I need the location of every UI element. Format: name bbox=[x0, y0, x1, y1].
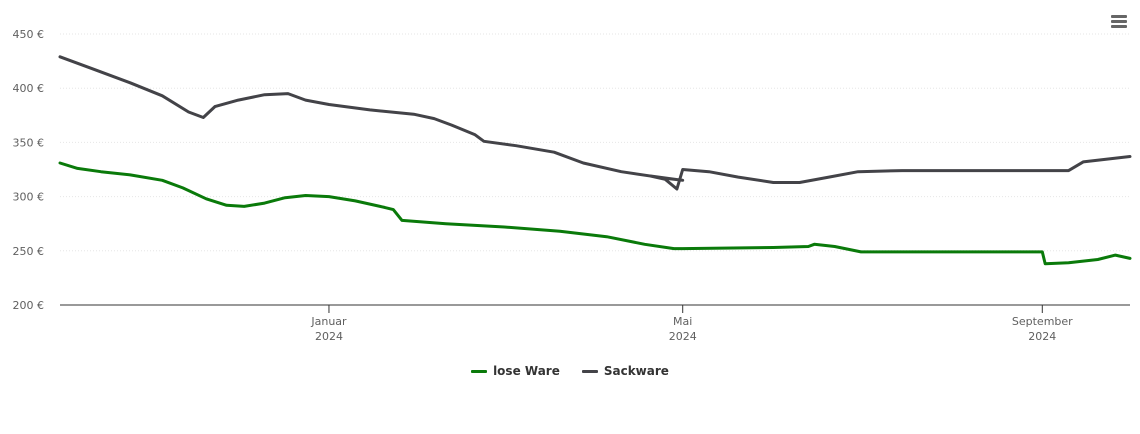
y-tick-label: 350 € bbox=[13, 136, 45, 149]
x-tick-label-year: 2024 bbox=[315, 330, 343, 343]
y-tick-label: 450 € bbox=[13, 28, 45, 41]
legend-swatch-sackware bbox=[581, 369, 598, 373]
x-tick-label-month: Mai bbox=[673, 315, 692, 328]
series-line-sackware[interactable] bbox=[58, 55, 1132, 191]
legend-item-sackware[interactable]: Sackware bbox=[581, 364, 669, 378]
legend-label-sackware: Sackware bbox=[603, 364, 669, 378]
grid-lines bbox=[60, 33, 1130, 252]
y-axis-tick-labels: 200 € 250 € 300 € 350 € 400 € 450 € bbox=[13, 28, 45, 312]
legend: lose Ware Sackware bbox=[0, 364, 1140, 378]
series-line-lose-ware[interactable] bbox=[58, 161, 1132, 266]
y-tick-label: 400 € bbox=[13, 82, 45, 95]
x-tick-label-year: 2024 bbox=[1028, 330, 1056, 343]
x-tick-label-month: September bbox=[1012, 315, 1073, 328]
x-axis: Januar 2024 Mai 2024 September 2024 bbox=[60, 304, 1130, 343]
x-tick-label-year: 2024 bbox=[669, 330, 697, 343]
y-tick-label: 200 € bbox=[13, 299, 45, 312]
legend-swatch-lose-ware bbox=[471, 369, 488, 373]
hamburger-menu-icon[interactable] bbox=[1106, 10, 1132, 34]
chart-series bbox=[58, 55, 1132, 266]
legend-item-lose-ware[interactable]: lose Ware bbox=[471, 364, 560, 378]
y-tick-label: 250 € bbox=[13, 245, 45, 258]
x-tick-label-month: Januar bbox=[310, 315, 347, 328]
y-tick-label: 300 € bbox=[13, 191, 45, 204]
legend-label-lose-ware: lose Ware bbox=[493, 364, 560, 378]
